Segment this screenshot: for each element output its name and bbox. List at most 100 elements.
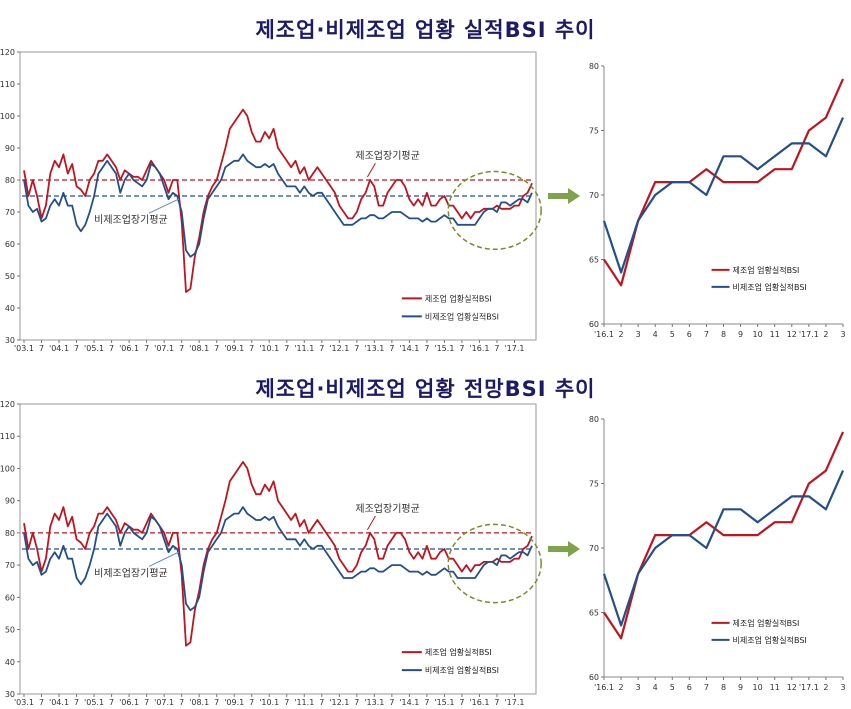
chart0-x-tick-label: 7: [319, 344, 324, 353]
chart2-y-tick-label: 40: [5, 658, 15, 667]
chart3-x-tick-label: 3: [636, 683, 641, 692]
chart1-y-tick-label: 80: [589, 62, 599, 71]
chart2-x-tick-label: '17.1: [504, 698, 524, 707]
chart0-y-tick-label: 120: [0, 48, 15, 57]
chart0-x-tick-label: 7: [109, 344, 114, 353]
chart2-legend-label-nonmfg: 비제조업 업황실적BSI: [425, 665, 499, 675]
chart1-legend-label-mfg: 제조업 업황실적BSI: [733, 265, 800, 275]
chart0-y-tick-label: 60: [5, 240, 15, 249]
chart0-x-tick-label: '11.1: [294, 344, 314, 353]
chart0-y-tick-label: 80: [5, 176, 15, 185]
chart3-x-tick-label: '16.1: [594, 683, 614, 692]
chart1-x-tick-label: 5: [670, 330, 675, 339]
chart3-x-tick-label: 9: [738, 683, 743, 692]
chart2-x-tick-label: 7: [179, 698, 184, 707]
chart1-y-tick-label: 70: [589, 191, 599, 200]
chart1-series-nonmfg-line: [602, 117, 845, 274]
chart1-x-tick-label: 6: [687, 330, 692, 339]
chart2-series-mfg-line: [23, 461, 533, 647]
chart1-series-mfg-line: [603, 78, 845, 287]
chart2-x-tick-label: '11.1: [294, 698, 314, 707]
chart3-y-tick-label: 70: [589, 544, 599, 553]
chart2-x-tick-label: '08.1: [189, 698, 209, 707]
chart2-x-tick-label: '06.1: [119, 698, 139, 707]
chart1-legend-label-nonmfg: 비제조업 업황실적BSI: [733, 282, 807, 292]
chart0-y-tick-label: 100: [0, 112, 15, 121]
chart1-y-tick-label: 60: [589, 320, 599, 329]
chart2-y-tick-label: 90: [5, 497, 15, 506]
chart0-x-tick-label: 7: [74, 344, 79, 353]
chart1-y-tick-label: 65: [589, 256, 599, 265]
chart0-x-tick-label: 7: [39, 344, 44, 353]
chart0-x-tick-label: 7: [354, 344, 359, 353]
chart3-series-nonmfg-line: [602, 470, 845, 627]
chart3-x-tick-label: 11: [770, 683, 780, 692]
chart2-x-tick-label: 7: [39, 698, 44, 707]
chart1-x-tick-label: '16.1: [594, 330, 614, 339]
chart0-annotation-nonmfg-pointer: [148, 198, 180, 214]
chart2-series-nonmfg-line: [23, 506, 533, 612]
chart3-x-tick-label: '17.1: [799, 683, 819, 692]
chart2-x-tick-label: 7: [109, 698, 114, 707]
chart1-x-tick-label: 9: [738, 330, 743, 339]
chart-title-actual: 제조업·비제조업 업황 실적BSI 추이: [255, 18, 596, 42]
chart0-annotation-mfg-pointer: [366, 162, 376, 178]
chart2-x-tick-label: 7: [284, 698, 289, 707]
chart2-y-tick-label: 100: [0, 464, 15, 473]
chart0-x-tick-label: '07.1: [154, 344, 174, 353]
chart3-y-tick-label: 75: [589, 480, 599, 489]
chart2-x-tick-label: 7: [249, 698, 254, 707]
chart0-annotation-mfg-average: 제조업장기평균: [355, 149, 419, 162]
chart2-x-tick-label: 7: [389, 698, 394, 707]
chart1-x-tick-label: 12: [787, 330, 797, 339]
chart0-x-tick-label: 7: [144, 344, 149, 353]
chart2-x-tick-label: '16.1: [469, 698, 489, 707]
chart0-x-tick-label: '17.1: [504, 344, 524, 353]
chart3-y-tick-label: 60: [589, 673, 599, 682]
chart0-x-tick-label: 7: [494, 344, 499, 353]
chart2-x-tick-label: 7: [74, 698, 79, 707]
chart0-x-tick-label: 7: [459, 344, 464, 353]
chart3-x-tick-label: 2: [823, 683, 828, 692]
chart0-annotation-nonmfg-average: 비제조업장기평균: [94, 213, 168, 226]
chart2-annotation-mfg-pointer: [366, 515, 376, 531]
chart-title-outlook: 제조업·비제조업 업황 전망BSI 추이: [255, 377, 596, 401]
chart0-x-tick-label: '13.1: [364, 344, 384, 353]
chart1-x-tick-label: 3: [636, 330, 641, 339]
chart2-x-tick-label: 7: [354, 698, 359, 707]
chart0-x-tick-label: 7: [424, 344, 429, 353]
chart0-y-tick-label: 50: [5, 272, 15, 281]
chart2-plot-area: [19, 403, 537, 695]
chart2-x-tick-label: 7: [459, 698, 464, 707]
chart0-x-tick-label: '10.1: [259, 344, 279, 353]
chart2-legend-label-mfg: 제조업 업황실적BSI: [425, 647, 492, 657]
chart0-series-mfg-line: [23, 108, 533, 293]
chart1-x-tick-label: 2: [619, 330, 624, 339]
chart1-x-tick-label: 3: [840, 330, 845, 339]
chart2-x-tick-label: 7: [319, 698, 324, 707]
chart0-x-tick-label: '03.1: [14, 344, 34, 353]
chart0-plot-area: [19, 51, 537, 341]
chart0-x-tick-label: 7: [214, 344, 219, 353]
chart2-x-tick-label: '15.1: [434, 698, 454, 707]
chart1-x-tick-label: '17.1: [799, 330, 819, 339]
chart2-x-tick-label: '13.1: [364, 698, 384, 707]
chart2-x-tick-label: 7: [494, 698, 499, 707]
chart3-x-tick-label: 2: [619, 683, 624, 692]
chart2-x-tick-label: '07.1: [154, 698, 174, 707]
chart2-y-tick-label: 120: [0, 400, 15, 409]
chart3-y-tick-label: 65: [589, 609, 599, 618]
chart3-x-tick-label: 4: [653, 683, 658, 692]
chart3-legend-label-nonmfg: 비제조업 업황실적BSI: [733, 635, 807, 645]
chart2-annotation-nonmfg-average: 비제조업장기평균: [94, 566, 168, 579]
chart0-x-tick-label: 7: [284, 344, 289, 353]
chart2-y-tick-label: 60: [5, 593, 15, 602]
chart2-x-tick-label: 7: [424, 698, 429, 707]
chart3-x-tick-label: 6: [687, 683, 692, 692]
chart2-y-tick-label: 110: [0, 432, 15, 441]
chart2-x-tick-label: 7: [144, 698, 149, 707]
chart2-highlight-ellipse: [447, 523, 542, 604]
chart0-x-tick-label: '14.1: [399, 344, 419, 353]
chart0-highlight-ellipse: [447, 170, 542, 251]
